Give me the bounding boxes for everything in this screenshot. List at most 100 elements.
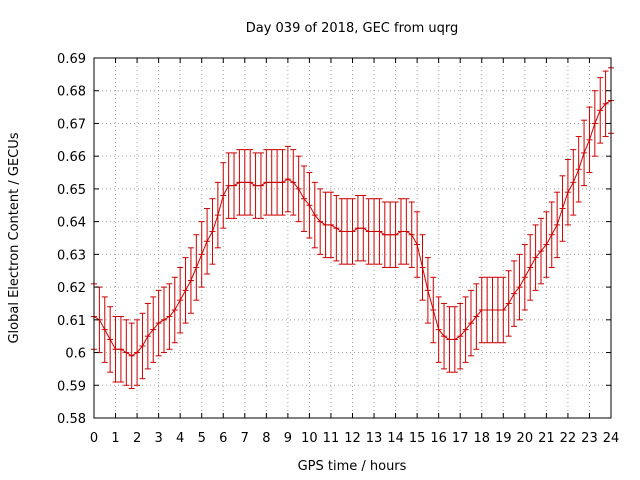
error-bar <box>500 276 507 344</box>
error-bar <box>354 194 361 262</box>
x-tick-label: 11 <box>323 431 340 446</box>
error-bar <box>473 283 480 350</box>
x-tick-label: 22 <box>560 431 577 446</box>
error-bar <box>225 152 232 219</box>
error-bar <box>511 260 518 327</box>
x-tick-label: 18 <box>473 431 490 446</box>
error-bar <box>268 149 275 216</box>
error-bar <box>182 257 189 324</box>
error-bar <box>284 145 291 213</box>
error-bar <box>322 191 329 259</box>
error-bar <box>198 221 205 288</box>
error-bar <box>602 70 609 138</box>
error-bar <box>467 289 474 357</box>
error-bar <box>344 198 351 265</box>
error-bar <box>209 198 216 265</box>
error-bar <box>360 194 367 262</box>
error-bar <box>489 276 496 344</box>
error-bar <box>214 181 221 249</box>
error-bar <box>290 149 297 216</box>
error-bar <box>128 322 135 390</box>
error-bar <box>150 296 157 363</box>
x-tick-label: 15 <box>409 431 426 446</box>
x-tick-label: 7 <box>241 431 249 446</box>
error-bar <box>451 306 458 373</box>
x-axis-label: GPS time / hours <box>298 459 407 474</box>
error-bar <box>516 253 523 321</box>
error-bar <box>107 306 114 373</box>
error-bar <box>548 201 555 268</box>
series-gec <box>91 67 614 390</box>
error-bar <box>295 155 302 223</box>
x-tick-label: 8 <box>262 431 270 446</box>
y-axis-label: Global Electron Content / GECUs <box>7 132 22 343</box>
x-tick-label: 1 <box>111 431 119 446</box>
x-tick-label: 21 <box>538 431 555 446</box>
error-bar <box>424 257 431 324</box>
error-bar <box>193 234 200 301</box>
y-tick-label: 0.66 <box>57 150 86 165</box>
error-bar <box>527 234 534 301</box>
error-bar <box>505 270 512 337</box>
error-bar <box>597 77 604 144</box>
error-bar <box>532 224 539 291</box>
y-tick-label: 0.68 <box>57 85 86 100</box>
x-tick-label: 0 <box>90 431 98 446</box>
error-bar <box>187 247 194 314</box>
error-bar <box>263 149 270 216</box>
x-tick-label: 9 <box>284 431 292 446</box>
y-tick-label: 0.65 <box>57 183 86 198</box>
x-tick-label: 6 <box>219 431 227 446</box>
error-bar <box>435 296 442 363</box>
error-bar <box>441 302 448 370</box>
error-bar <box>392 201 399 268</box>
error-bar <box>177 266 184 334</box>
error-bar <box>301 165 308 232</box>
error-bar <box>123 319 130 386</box>
error-bar <box>554 191 561 259</box>
error-bar <box>161 286 168 354</box>
error-bar <box>559 175 566 242</box>
error-bar <box>537 217 544 285</box>
error-bar <box>333 194 340 262</box>
error-bar <box>306 172 313 239</box>
error-bar <box>101 296 108 363</box>
error-bar <box>279 149 286 216</box>
x-tick-label: 20 <box>517 431 534 446</box>
error-bar <box>134 319 141 386</box>
error-bar <box>381 201 388 268</box>
error-bar <box>166 283 173 350</box>
x-tick-label: 10 <box>301 431 318 446</box>
error-bar <box>521 244 528 311</box>
error-bar <box>581 119 588 187</box>
x-tick-label: 19 <box>495 431 512 446</box>
chart-title: Day 039 of 2018, GEC from uqrg <box>246 21 459 36</box>
error-bar <box>241 149 248 216</box>
error-bar <box>387 201 394 268</box>
axis-ticks: 0 1 2 3 4 5 6 7 8 9 10 11 12 13 14 15 16 17 18 19 20 21 22 23 24… <box>57 52 619 446</box>
x-tick-label: 3 <box>154 431 162 446</box>
error-bar <box>144 302 151 370</box>
error-bar <box>231 152 238 219</box>
error-bar <box>478 276 485 344</box>
x-tick-label: 23 <box>581 431 598 446</box>
error-bar <box>430 276 437 344</box>
error-bar <box>365 198 372 265</box>
error-bar <box>155 289 162 357</box>
error-bar <box>112 316 119 383</box>
y-tick-label: 0.59 <box>57 379 86 394</box>
error-bar <box>457 302 464 370</box>
error-bar <box>311 181 318 249</box>
error-bar <box>376 198 383 265</box>
x-tick-label: 24 <box>603 431 620 446</box>
error-bar <box>338 198 345 265</box>
error-bar <box>247 149 254 216</box>
error-bar <box>171 276 178 344</box>
error-bar <box>462 296 469 363</box>
error-bar <box>414 211 421 278</box>
y-tick-label: 0.61 <box>57 314 86 329</box>
error-bar <box>419 234 426 301</box>
error-bar <box>204 208 211 275</box>
x-tick-label: 16 <box>430 431 447 446</box>
